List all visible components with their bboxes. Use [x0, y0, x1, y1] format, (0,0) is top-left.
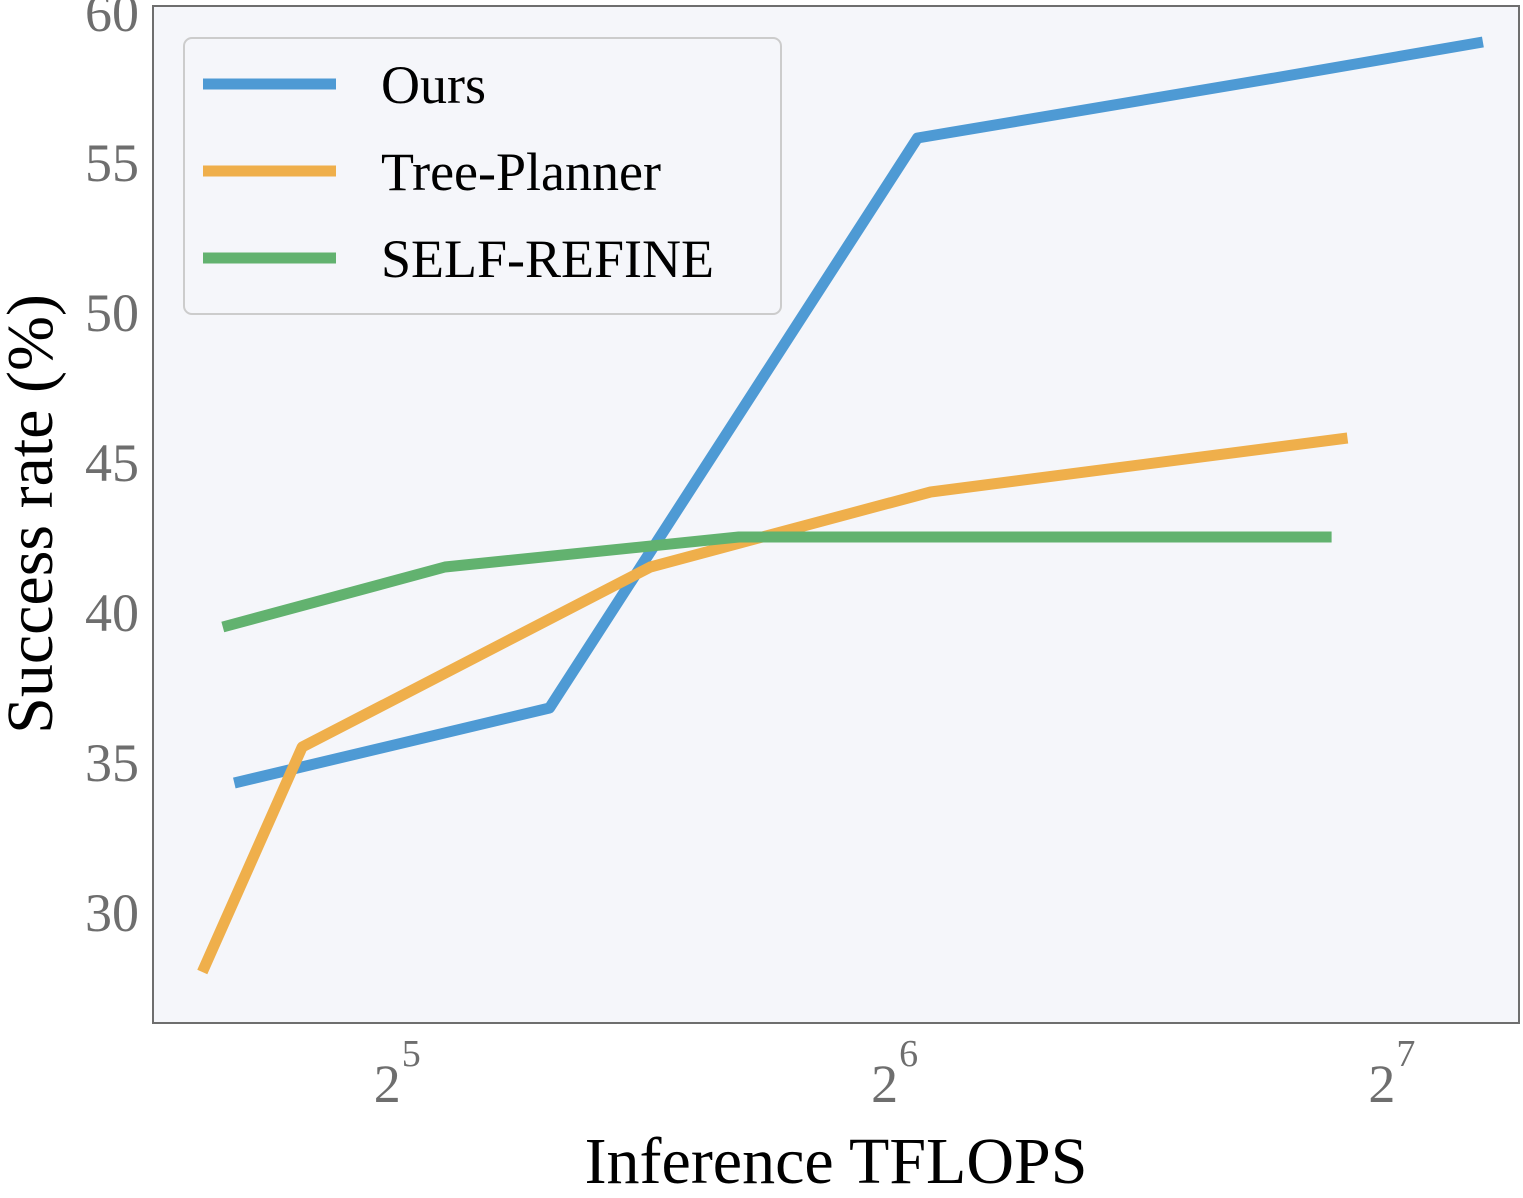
plot-frame	[152, 5, 1520, 1024]
legend-item: SELF-REFINE	[203, 229, 714, 289]
legend-box	[183, 37, 782, 315]
y-tick-label: 55	[85, 133, 139, 193]
x-tick-exponent: 7	[1396, 1033, 1415, 1075]
x-tick-base: 2	[374, 1054, 401, 1114]
x-tick-exponent: 6	[899, 1033, 918, 1075]
y-axis-title: Success rate (%)	[0, 294, 67, 734]
y-tick-label: 45	[85, 433, 139, 493]
legend-label: SELF-REFINE	[381, 229, 714, 289]
legend-label: Tree-Planner	[381, 142, 661, 202]
legend-item: Tree-Planner	[203, 142, 661, 202]
legend-label: Ours	[381, 55, 486, 115]
y-tick-label: 30	[85, 883, 139, 943]
series-line-self-refine	[221, 531, 1332, 633]
series-line-tree-planner	[197, 432, 1349, 975]
y-tick-label: 40	[85, 583, 139, 643]
x-tick-exponent: 5	[402, 1033, 421, 1075]
x-tick-base: 2	[871, 1054, 898, 1114]
y-tick-label: 50	[85, 283, 139, 343]
series-layer	[197, 36, 1484, 975]
y-axis-ticks: 30 35 40 45 50 55 60	[85, 0, 139, 943]
x-tick-base: 2	[1368, 1054, 1395, 1114]
series-line-ours	[233, 36, 1484, 789]
legend-item: Ours	[203, 55, 486, 115]
legend: Ours Tree-Planner SELF-REFINE	[183, 37, 782, 315]
y-tick-label: 35	[85, 733, 139, 793]
y-tick-label: 60	[85, 0, 139, 43]
x-axis-title: Inference TFLOPS	[585, 1125, 1088, 1198]
